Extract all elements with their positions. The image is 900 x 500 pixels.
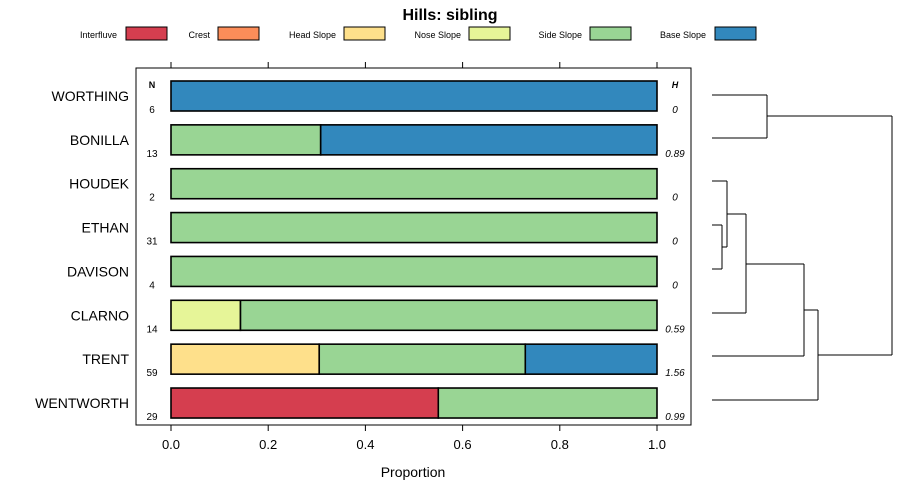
bar-segment-trent-base-slope — [524, 343, 658, 375]
h-value-ethan: 0 — [672, 237, 678, 248]
n-column-header: N — [149, 80, 156, 90]
legend-label-interfluve: Interfluve — [80, 30, 117, 40]
x-axis-label: Proportion — [381, 464, 446, 480]
category-label-ethan: ETHAN — [82, 220, 129, 236]
h-column-header: H — [672, 80, 679, 90]
legend-swatch-side-slope — [589, 26, 632, 41]
n-value-clarno: 14 — [146, 324, 158, 335]
n-value-worthing: 6 — [149, 105, 155, 116]
legend-swatch-crest — [217, 26, 260, 41]
bar-segment-davison-side-slope — [170, 255, 658, 288]
bar-segment-bonilla-base-slope — [319, 124, 658, 156]
h-value-trent: 1.56 — [665, 368, 685, 379]
x-tick-label-4: 0.8 — [551, 437, 569, 452]
x-tick-label-0: 0.0 — [162, 437, 180, 452]
n-value-bonilla: 13 — [146, 149, 158, 160]
x-axis: 0.0 0.2 0.4 0.6 0.8 1.0 — [162, 62, 666, 452]
n-value-davison: 4 — [149, 280, 155, 291]
h-value-houdek: 0 — [672, 193, 678, 204]
category-label-davison: DAVISON — [67, 263, 129, 279]
h-value-clarno: 0.59 — [665, 324, 685, 335]
x-tick-label-5: 1.0 — [648, 437, 666, 452]
n-value-wentworth: 29 — [146, 412, 158, 423]
category-label-bonilla: BONILLA — [70, 132, 130, 148]
h-value-davison: 0 — [672, 280, 678, 291]
x-tick-label-1: 0.2 — [259, 437, 277, 452]
legend-swatch-head-slope — [343, 26, 386, 41]
bar-segment-houdek-side-slope — [170, 167, 658, 200]
dendrogram — [712, 94, 893, 401]
bars-group: WORTHING 6 0 BONILLA 13 0.89 HOUDEK 2 0 ETHAN 31 0 D… — [35, 80, 685, 423]
h-value-bonilla: 0.89 — [665, 149, 685, 160]
bar-segment-clarno-side-slope — [239, 299, 658, 332]
legend: Interfluve Crest Head Slope Nose Slope Side … — [80, 26, 757, 41]
bar-segment-wentworth-side-slope — [437, 387, 658, 419]
n-value-trent: 59 — [146, 368, 158, 379]
x-tick-label-2: 0.4 — [356, 437, 374, 452]
category-label-clarno: CLARNO — [71, 307, 129, 323]
legend-label-base-slope: Base Slope — [660, 30, 706, 40]
legend-label-side-slope: Side Slope — [538, 30, 582, 40]
legend-swatch-interfluve — [125, 26, 168, 41]
h-value-wentworth: 0.99 — [665, 412, 685, 423]
legend-label-nose-slope: Nose Slope — [414, 30, 461, 40]
bar-segment-worthing-base-slope — [170, 80, 658, 112]
x-tick-label-3: 0.6 — [454, 437, 472, 452]
legend-swatch-nose-slope — [468, 26, 511, 41]
category-label-wentworth: WENTWORTH — [35, 395, 129, 411]
category-label-trent: TRENT — [82, 351, 129, 367]
n-value-ethan: 31 — [146, 237, 158, 248]
legend-label-head-slope: Head Slope — [289, 30, 336, 40]
bar-segment-clarno-nose-slope — [170, 299, 242, 332]
category-label-worthing: WORTHING — [51, 88, 129, 104]
bar-segment-ethan-side-slope — [170, 211, 658, 244]
legend-label-crest: Crest — [188, 30, 210, 40]
plot-frame — [135, 67, 692, 426]
bar-segment-bonilla-side-slope — [170, 124, 322, 156]
bar-segment-wentworth-interfluve — [170, 387, 440, 419]
bar-segment-trent-head-slope — [170, 343, 321, 375]
h-value-worthing: 0 — [672, 105, 678, 116]
legend-swatch-base-slope — [714, 26, 757, 41]
category-label-houdek: HOUDEK — [69, 176, 130, 192]
n-value-houdek: 2 — [149, 193, 155, 204]
chart-title: Hills: sibling — [402, 7, 497, 24]
bar-segment-trent-side-slope — [318, 343, 527, 375]
